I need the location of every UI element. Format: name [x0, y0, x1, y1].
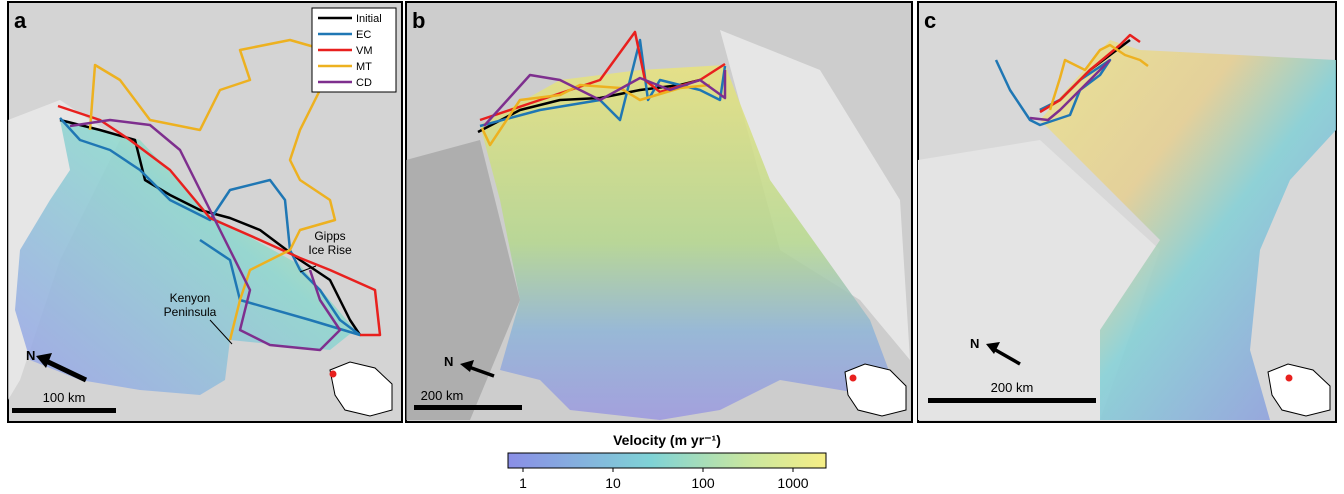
outline — [479, 38, 727, 128]
inset-map — [329, 361, 393, 417]
legend-label: MT — [356, 61, 372, 73]
terrain — [720, 30, 910, 360]
north-label: N — [970, 336, 979, 351]
terrain — [406, 140, 520, 420]
terrain — [918, 140, 1160, 420]
outline — [483, 70, 727, 127]
colorbar-title: Velocity (m yr⁻¹) — [613, 432, 721, 448]
scale-bar — [928, 398, 1096, 403]
outline — [1048, 43, 1149, 111]
legend-label: EC — [356, 29, 371, 41]
inset-marker — [1285, 374, 1293, 382]
panel-c: c N 200 km — [917, 1, 1337, 423]
legend-label: VM — [356, 45, 373, 57]
panel-label: c — [924, 8, 936, 33]
inset-map — [1267, 363, 1331, 417]
outline — [57, 104, 382, 337]
outline — [1039, 33, 1141, 114]
outline — [480, 83, 711, 147]
scale-label: 200 km — [991, 380, 1034, 395]
tick-label: 10 — [605, 475, 621, 491]
panel-b: b N 200 km — [405, 1, 913, 423]
panel-label: a — [14, 8, 27, 33]
legend-label: CD — [356, 77, 372, 89]
scale-label: 100 km — [43, 390, 86, 405]
north-arrow — [991, 346, 1021, 366]
colorbar: Velocity (m yr⁻¹) 1 10 100 1000 — [507, 432, 827, 491]
velocity-field — [15, 120, 355, 395]
annotation: Gipps Ice Rise — [308, 229, 352, 257]
north-label: N — [444, 354, 453, 369]
north-arrow — [36, 353, 52, 368]
annotation: Kenyon Peninsula — [164, 291, 217, 319]
velocity-field — [480, 65, 900, 420]
scale-bar — [12, 408, 116, 413]
scale-label: 200 km — [421, 388, 464, 403]
inset-map — [844, 363, 907, 417]
tick-label: 100 — [691, 475, 715, 491]
north-arrow — [460, 360, 474, 372]
outline — [69, 118, 342, 352]
velocity-field — [1040, 40, 1336, 420]
outline — [1029, 59, 1111, 122]
scale-bar — [414, 405, 522, 410]
north-label: N — [26, 348, 35, 363]
north-arrow — [986, 342, 1000, 354]
leader — [209, 319, 233, 345]
inset-marker — [849, 374, 857, 382]
legend: Initial EC VM MT CD — [311, 7, 397, 93]
panel-label: b — [412, 8, 425, 33]
leader — [299, 265, 317, 273]
tick-label: 1000 — [777, 475, 808, 491]
legend-label: Initial — [356, 13, 382, 25]
outline — [59, 117, 362, 337]
panel-a: a Initial EC VM MT CD Gipps Ice Rise Kenyon Pe… — [7, 1, 403, 423]
colorbar-bar — [507, 452, 827, 469]
inset-marker — [329, 370, 337, 378]
tick-label: 1 — [519, 475, 527, 491]
